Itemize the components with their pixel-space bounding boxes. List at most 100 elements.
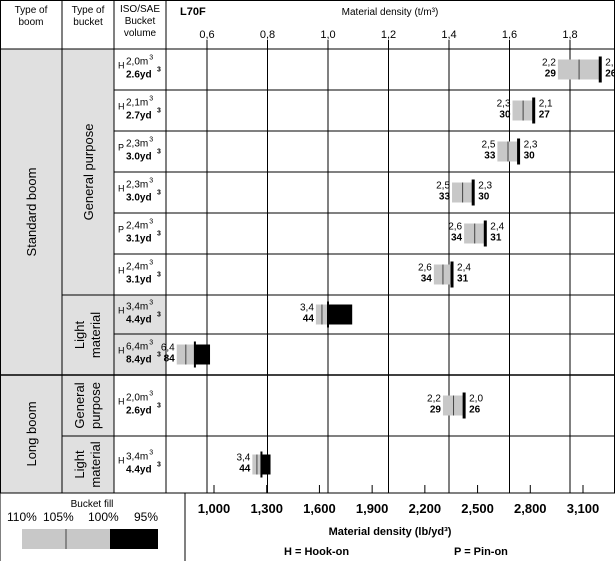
bucket-volume-metric: 2,3m <box>126 180 148 191</box>
label-95-metric: 2,4 <box>457 263 471 274</box>
label-110-imperial: 29 <box>545 69 557 80</box>
superscript: 3 <box>149 391 153 398</box>
light-material-panel <box>114 295 166 375</box>
top-axis-tick-label: 1,0 <box>320 29 335 41</box>
bucket-volume-metric: 2,4m <box>126 262 148 273</box>
bucket-group-label: Light <box>72 321 87 350</box>
superscript: 3 <box>157 231 161 238</box>
bucket-volume-imperial: 8.4yd <box>126 355 152 366</box>
superscript: 3 <box>157 403 161 410</box>
header-bucket: Type of <box>72 5 105 16</box>
bottom-axis-tick-label: 2,200 <box>409 501 442 516</box>
superscript: 3 <box>157 312 161 319</box>
overload-bar <box>194 344 211 365</box>
bucket-type: H <box>118 184 125 194</box>
boom-group-label: Long boom <box>24 401 39 466</box>
bucket-type: P <box>118 225 124 235</box>
footnote-pin: P = Pin-on <box>454 546 508 558</box>
bucket-volume-imperial: 2.6yd <box>126 406 152 417</box>
bottom-axis-tick-label: 1,600 <box>303 501 336 516</box>
bucket-group-label: Light <box>72 450 87 479</box>
bucket-type: P <box>118 143 124 153</box>
label-110-metric: 3,4 <box>236 453 250 464</box>
top-axis-tick-label: 1,2 <box>381 29 396 41</box>
bucket-volume-imperial: 2.6yd <box>126 70 152 81</box>
bucket-group-label: material <box>88 312 103 358</box>
label-110-metric: 2,6 <box>418 263 432 274</box>
header-volume: volume <box>124 28 157 39</box>
label-110-metric: 2,2 <box>427 394 441 405</box>
bucket-type: H <box>118 346 125 356</box>
header-volume: ISO/SAE <box>120 4 160 15</box>
label-110-metric: 2,5 <box>436 181 450 192</box>
bottom-axis-tick-label: 2,800 <box>514 501 547 516</box>
label-95-metric: 2,0 <box>605 58 615 69</box>
header-boom: boom <box>18 17 43 28</box>
bottom-axis-tick-label: 1,000 <box>198 501 231 516</box>
bucket-group-label: General purpose <box>81 124 96 221</box>
bottom-axis-tick-label: 3,100 <box>567 501 600 516</box>
superscript: 3 <box>157 462 161 469</box>
superscript: 3 <box>157 352 161 359</box>
model-label: L70F <box>180 6 206 18</box>
bottom-axis-tick-label: 1,900 <box>356 501 389 516</box>
label-95-metric: 2,3 <box>524 140 538 151</box>
bucket-volume-imperial: 2.7yd <box>126 111 152 122</box>
top-axis-tick-label: 1,4 <box>441 29 456 41</box>
boom-group-label: Standard boom <box>24 168 39 257</box>
legend-label: 105% <box>43 510 74 524</box>
superscript: 3 <box>149 340 153 347</box>
label-95-metric: 2,1 <box>539 99 553 110</box>
label-95-imperial: 26 <box>469 405 481 416</box>
label-110-imperial: 84 <box>164 354 176 365</box>
superscript: 3 <box>149 300 153 307</box>
superscript: 3 <box>157 108 161 115</box>
bucket-type: H <box>118 306 125 316</box>
label-95-imperial: 27 <box>539 110 551 121</box>
label-110-metric: 2,2 <box>542 58 556 69</box>
superscript: 3 <box>149 178 153 185</box>
bucket-volume-imperial: 4.4yd <box>126 465 152 476</box>
long-boom-panel <box>0 375 114 493</box>
label-95-metric: 2,0 <box>469 394 483 405</box>
bucket-volume-metric: 2,4m <box>126 221 148 232</box>
top-axis-label: Material density (t/m³) <box>342 7 439 18</box>
label-110-metric: 3,4 <box>300 303 314 314</box>
bucket-type: H <box>118 397 125 407</box>
top-axis-tick-label: 1,8 <box>562 29 577 41</box>
label-110-imperial: 29 <box>430 405 442 416</box>
superscript: 3 <box>157 272 161 279</box>
legend-label: 110% <box>7 510 37 524</box>
bottom-axis-tick-label: 1,300 <box>250 501 283 516</box>
label-110-metric: 6,4 <box>161 343 175 354</box>
label-95-metric: 2,4 <box>490 222 504 233</box>
label-95-metric: 2,3 <box>478 181 492 192</box>
bucket-volume-metric: 2,1m <box>126 98 148 109</box>
label-95-imperial: 26 <box>605 69 615 80</box>
bucket-type: H <box>118 266 125 276</box>
bucket-volume-imperial: 3.0yd <box>126 152 152 163</box>
superscript: 3 <box>157 149 161 156</box>
overload-bar <box>261 454 271 475</box>
label-110-imperial: 33 <box>484 151 496 162</box>
superscript: 3 <box>157 190 161 197</box>
superscript: 3 <box>157 67 161 74</box>
label-95-imperial: 31 <box>457 274 469 285</box>
bucket-volume-metric: 2,0m <box>126 393 148 404</box>
label-110-metric: 2,5 <box>481 140 495 151</box>
bucket-volume-imperial: 3.1yd <box>126 234 152 245</box>
label-95-imperial: 30 <box>478 192 490 203</box>
label-110-metric: 2,6 <box>448 222 462 233</box>
top-axis-tick-label: 0,6 <box>199 29 214 41</box>
superscript: 3 <box>149 260 153 267</box>
header-volume: Bucket <box>125 16 156 27</box>
overload-bar <box>328 304 353 325</box>
standard-boom-panel <box>0 49 114 375</box>
top-axis-tick-label: 0,8 <box>260 29 275 41</box>
label-95-imperial: 31 <box>490 233 502 244</box>
legend-label: 95% <box>134 510 158 524</box>
bucket-volume-imperial: 3.0yd <box>126 193 152 204</box>
bottom-axis-tick-label: 2,500 <box>461 501 494 516</box>
superscript: 3 <box>149 450 153 457</box>
